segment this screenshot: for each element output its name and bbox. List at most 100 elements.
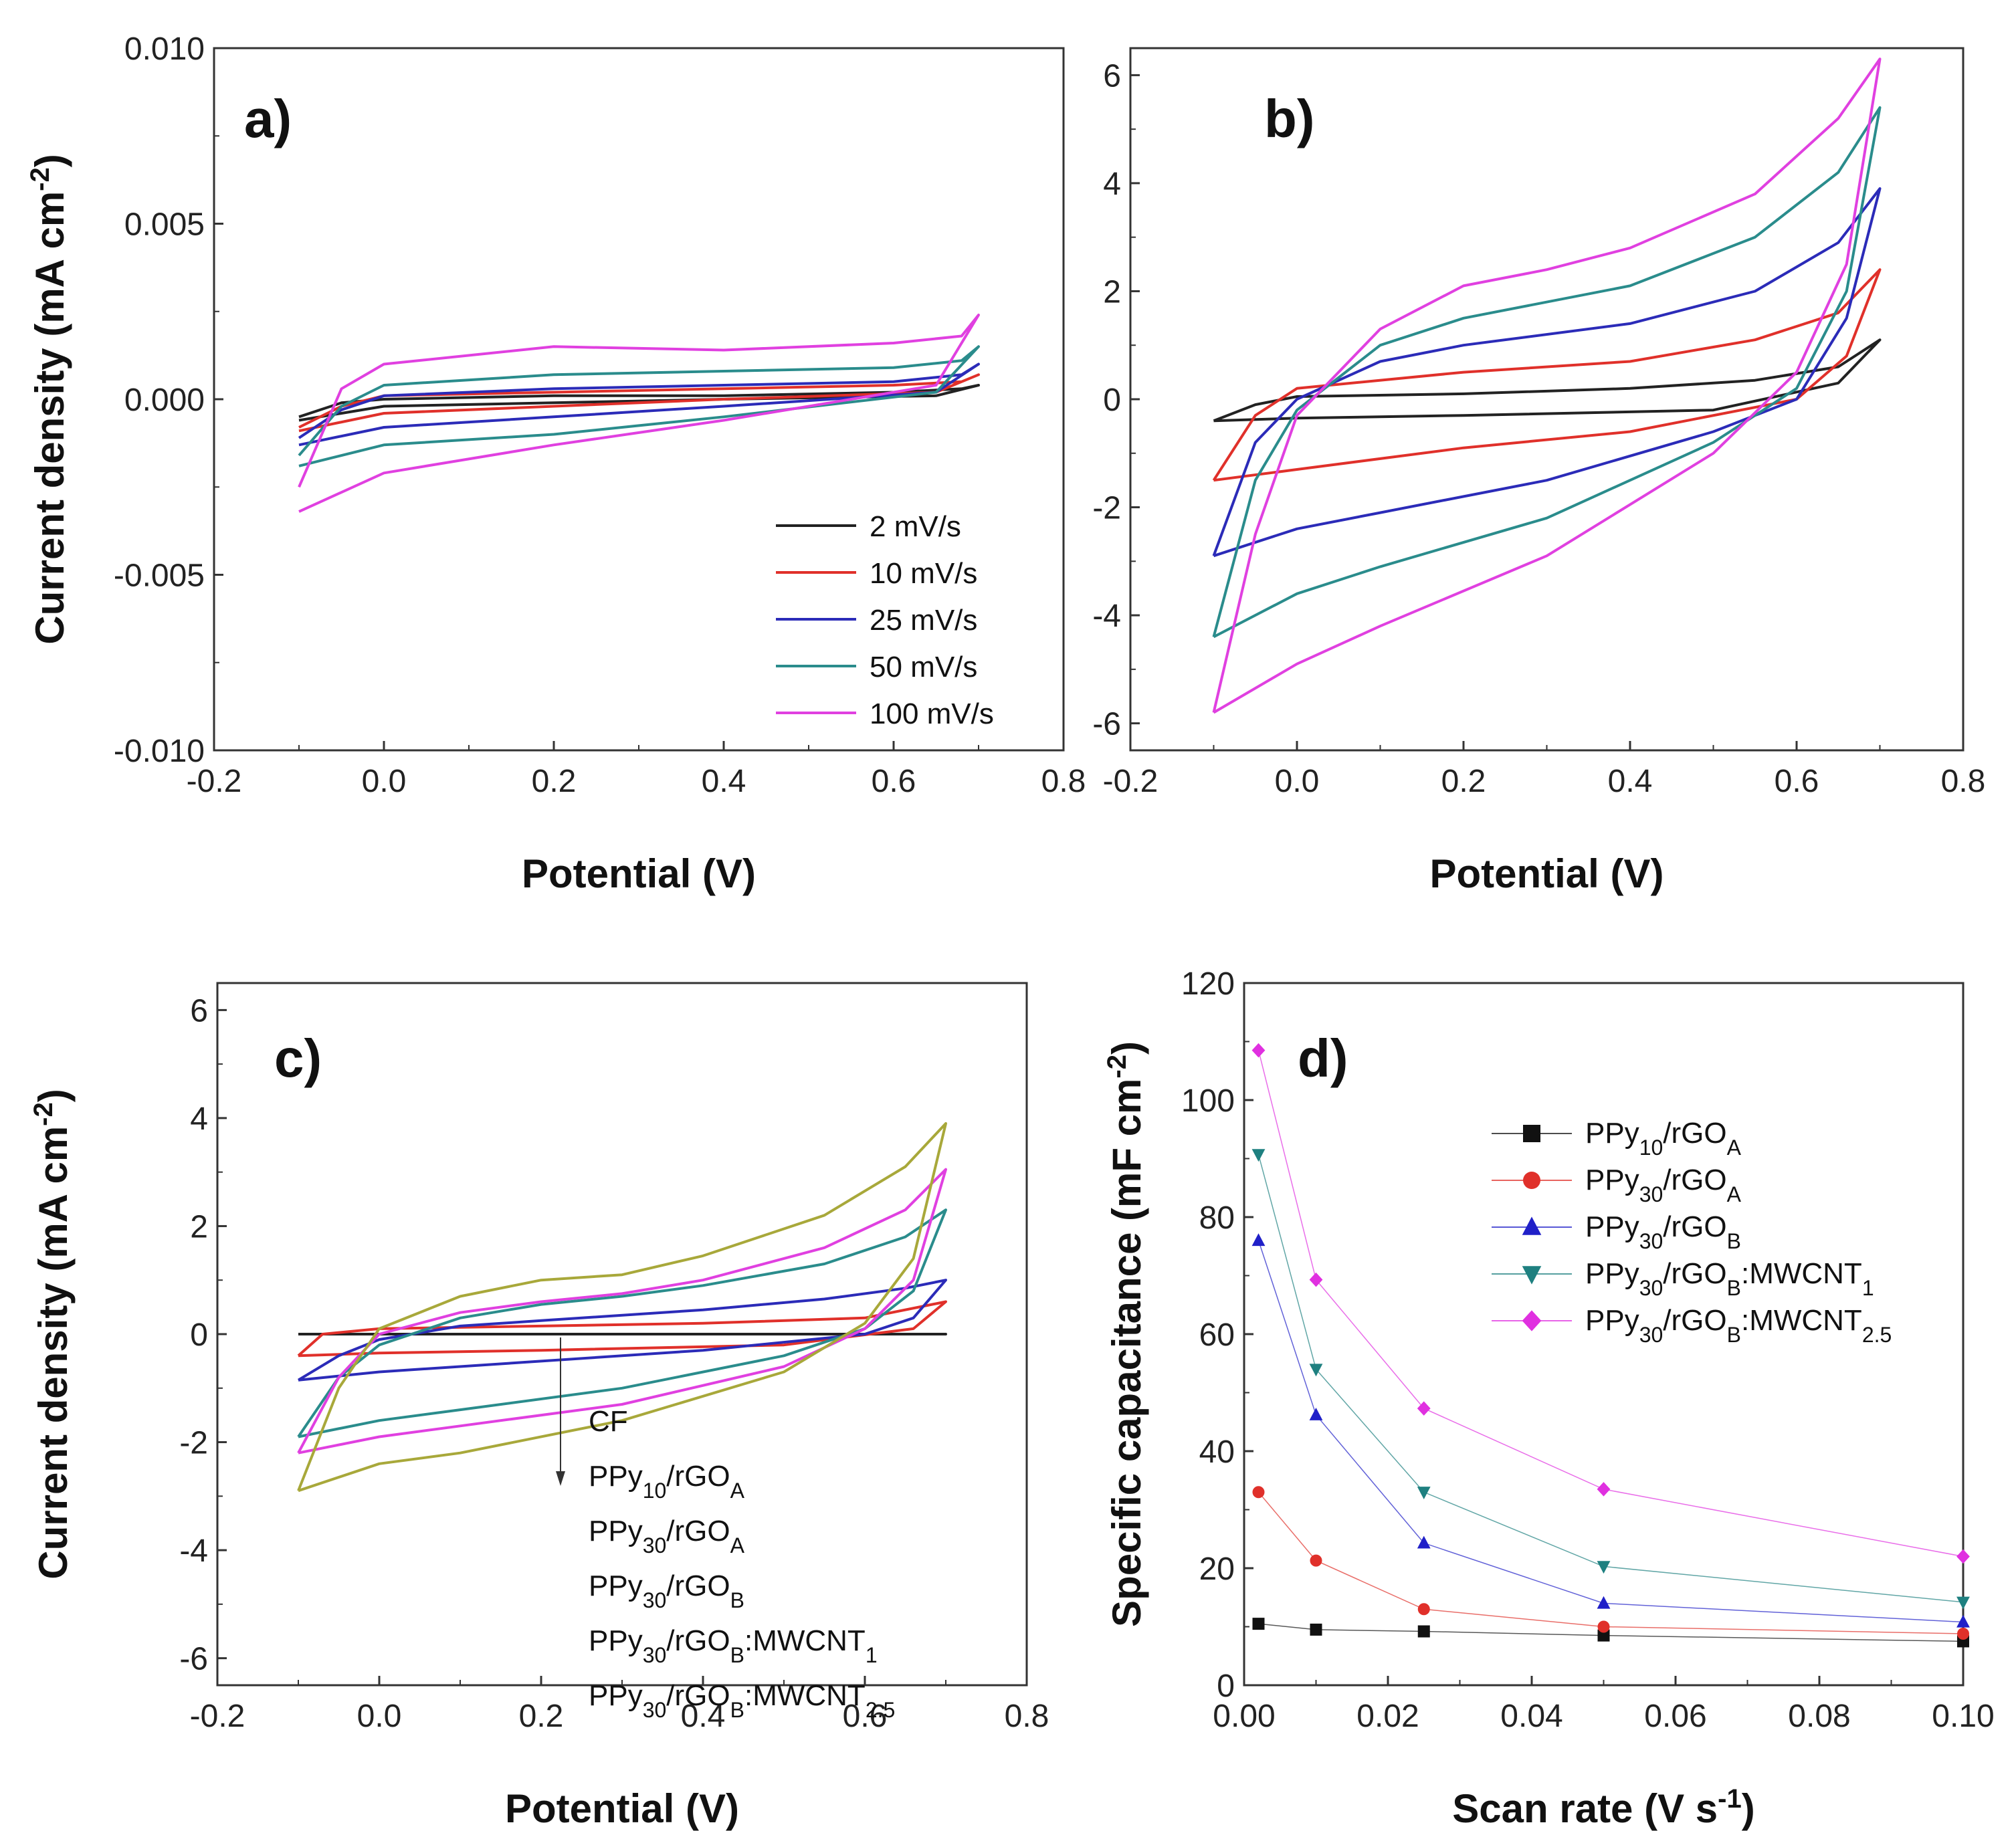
y-tick-label: 6: [1103, 58, 1121, 94]
plot-frame: [1129, 47, 1964, 752]
y-axis-title: Current density (mA cm-2): [29, 1089, 76, 1579]
y-tick-label: -6: [179, 1642, 208, 1677]
data-point: [1251, 1233, 1266, 1247]
y-tick-label: -2: [1092, 491, 1121, 526]
x-tick-label: 0.04: [1500, 1699, 1563, 1734]
x-tick-label: 0.06: [1644, 1699, 1706, 1734]
legend-label: 25 mV/s: [870, 604, 977, 637]
cv-loop-25-mV-s: [1212, 187, 1882, 558]
legend-marker: [1523, 1172, 1540, 1189]
x-tick-label: 0.0: [1275, 764, 1320, 799]
legend-label: 10 mV/s: [870, 557, 977, 590]
panel-a: -0.2 0.0 0.2 0.4 0.6 0.8 -0.010 -0.005 0.000 0.00…: [25, 31, 1086, 896]
legend-marker: [1522, 1310, 1542, 1331]
panel-d: 0.00 0.02 0.04 0.06 0.08 0.10 0 20 40 60 80 100 120 S…: [1102, 966, 1995, 1831]
y-tick-label: 80: [1199, 1200, 1235, 1236]
data-point: [1597, 1482, 1611, 1497]
data-point: [1309, 1272, 1323, 1287]
legend-label: PPy30/rGOB: [1585, 1210, 1741, 1253]
x-tick-label: -0.2: [190, 1699, 245, 1734]
legend-label: PPy30/rGOB:MWCNT1: [589, 1624, 878, 1667]
y-tick-label: 0: [1217, 1668, 1235, 1704]
y-tick-label: -0.010: [114, 734, 205, 769]
x-axis-title: Scan rate (V s-1): [1452, 1784, 1754, 1831]
cv-loop-PPy30-rGOB-MWCNT1: [297, 1168, 947, 1455]
x-tick-label: 0.8: [1941, 764, 1986, 799]
y-axis-title: Specific capacitance (mF cm-2): [1102, 1041, 1149, 1627]
legend-marker: [1522, 1266, 1542, 1285]
cv-loop-2-mV-s: [1213, 338, 1882, 423]
y-tick-label: 0.005: [124, 207, 205, 243]
y-tick-label: 4: [190, 1101, 208, 1137]
x-tick-label: 0.6: [872, 764, 916, 799]
legend-label: CF: [589, 1405, 628, 1438]
y-tick-label: 6: [190, 993, 208, 1029]
data-point: [1310, 1554, 1322, 1567]
legend-label: 50 mV/s: [870, 651, 977, 683]
y-tick-label: 0: [190, 1317, 208, 1353]
data-point: [1309, 1407, 1323, 1420]
x-tick-label: 0.2: [532, 764, 577, 799]
y-tick-label: 20: [1199, 1551, 1235, 1587]
y-tick-label: -6: [1092, 707, 1121, 742]
data-point: [1417, 1625, 1430, 1638]
data-point: [1597, 1561, 1611, 1574]
y-tick-label: -0.005: [114, 558, 205, 594]
x-tick-label: -0.2: [1103, 764, 1158, 799]
x-tick-label: -0.2: [187, 764, 242, 799]
cv-loop-50-mV-s: [298, 345, 980, 467]
panel-b: -0.2 0.0 0.2 0.4 0.6 0.8 -6 -4 -2 0 2 4 6 Potential (…: [1092, 47, 1986, 896]
data-point: [1957, 1628, 1969, 1640]
data-point: [1251, 1043, 1266, 1058]
cv-loop-PPy30-rGOB-MWCNT2-5: [297, 1122, 947, 1493]
data-point: [1597, 1620, 1610, 1633]
cv-loop-100-mV-s: [298, 314, 980, 513]
legend-marker: [1523, 1125, 1540, 1142]
data-point: [1252, 1486, 1265, 1499]
y-axis-title: Current density (mA cm-2): [25, 154, 72, 644]
data-point: [1310, 1623, 1322, 1636]
data-point: [1309, 1364, 1323, 1377]
cv-loop-50-mV-s: [1212, 106, 1882, 639]
x-tick-label: 0.10: [1932, 1699, 1994, 1734]
x-axis-title: Potential (V): [1429, 851, 1664, 896]
series-line: [1257, 1491, 1964, 1634]
y-tick-label: 40: [1199, 1434, 1235, 1470]
y-tick-label: -4: [1092, 599, 1121, 634]
panel-label: a): [244, 89, 292, 148]
data-point: [1251, 1149, 1266, 1162]
legend-label: PPy30/rGOB:MWCNT1: [1585, 1257, 1874, 1300]
legend-label: PPy30/rGOB:MWCNT2.5: [589, 1679, 895, 1722]
plot-frame: [213, 47, 1065, 752]
data-point: [1417, 1487, 1431, 1500]
y-tick-label: 0: [1103, 383, 1121, 418]
x-tick-label: 0.0: [362, 764, 407, 799]
legend-marker: [1522, 1216, 1542, 1235]
x-tick-label: 0.6: [843, 1699, 888, 1734]
x-axis-title: Potential (V): [505, 1786, 739, 1831]
y-tick-label: 0.000: [124, 383, 205, 418]
y-tick-label: 2: [190, 1209, 208, 1245]
data-point: [1417, 1603, 1430, 1616]
x-tick-label: 0.8: [1041, 764, 1086, 799]
cv-loop-2-mV-s: [298, 384, 980, 422]
legend-arrow-head: [556, 1471, 565, 1486]
x-tick-label: 0.4: [1608, 764, 1653, 799]
legend-label: PPy10/rGOA: [1585, 1117, 1742, 1160]
x-tick-label: 0.4: [681, 1699, 726, 1734]
legend-label: PPy30/rGOB:MWCNT2.5: [1585, 1304, 1892, 1347]
x-tick-label: 0.08: [1788, 1699, 1850, 1734]
data-point: [1252, 1618, 1265, 1630]
data-point: [1597, 1596, 1611, 1609]
data-point: [1956, 1596, 1970, 1610]
y-tick-label: 120: [1181, 966, 1235, 1002]
x-tick-label: 0.0: [357, 1699, 402, 1734]
y-tick-label: 0.010: [124, 31, 205, 67]
legend-label: PPy10/rGOA: [589, 1460, 745, 1503]
y-tick-label: 4: [1103, 167, 1121, 202]
data-point: [1956, 1614, 1970, 1628]
x-tick-label: 0.8: [1005, 1699, 1049, 1734]
legend-label: 2 mV/s: [870, 510, 961, 543]
y-tick-label: 2: [1103, 274, 1121, 310]
